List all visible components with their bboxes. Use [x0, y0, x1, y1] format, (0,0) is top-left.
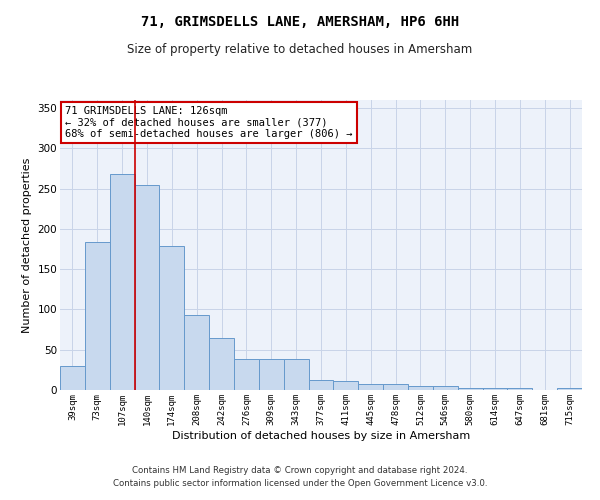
Bar — [134, 186, 160, 390]
Bar — [433, 386, 458, 390]
Text: Size of property relative to detached houses in Amersham: Size of property relative to detached ho… — [127, 42, 473, 56]
Bar — [308, 380, 334, 390]
Bar — [458, 388, 482, 390]
Bar — [284, 360, 308, 390]
Bar — [482, 388, 508, 390]
Bar — [209, 338, 234, 390]
Bar — [334, 381, 358, 390]
Bar — [234, 358, 259, 390]
Text: 71 GRIMSDELLS LANE: 126sqm
← 32% of detached houses are smaller (377)
68% of sem: 71 GRIMSDELLS LANE: 126sqm ← 32% of deta… — [65, 106, 353, 139]
Bar — [508, 388, 532, 390]
Bar — [408, 386, 433, 390]
Bar — [358, 384, 383, 390]
Text: 71, GRIMSDELLS LANE, AMERSHAM, HP6 6HH: 71, GRIMSDELLS LANE, AMERSHAM, HP6 6HH — [141, 15, 459, 29]
Bar — [259, 358, 284, 390]
Bar — [184, 315, 209, 390]
Bar — [60, 366, 85, 390]
Bar — [110, 174, 134, 390]
Y-axis label: Number of detached properties: Number of detached properties — [22, 158, 32, 332]
Bar — [160, 246, 184, 390]
Text: Contains HM Land Registry data © Crown copyright and database right 2024.
Contai: Contains HM Land Registry data © Crown c… — [113, 466, 487, 487]
Bar — [557, 388, 582, 390]
X-axis label: Distribution of detached houses by size in Amersham: Distribution of detached houses by size … — [172, 430, 470, 440]
Bar — [85, 242, 110, 390]
Bar — [383, 384, 408, 390]
